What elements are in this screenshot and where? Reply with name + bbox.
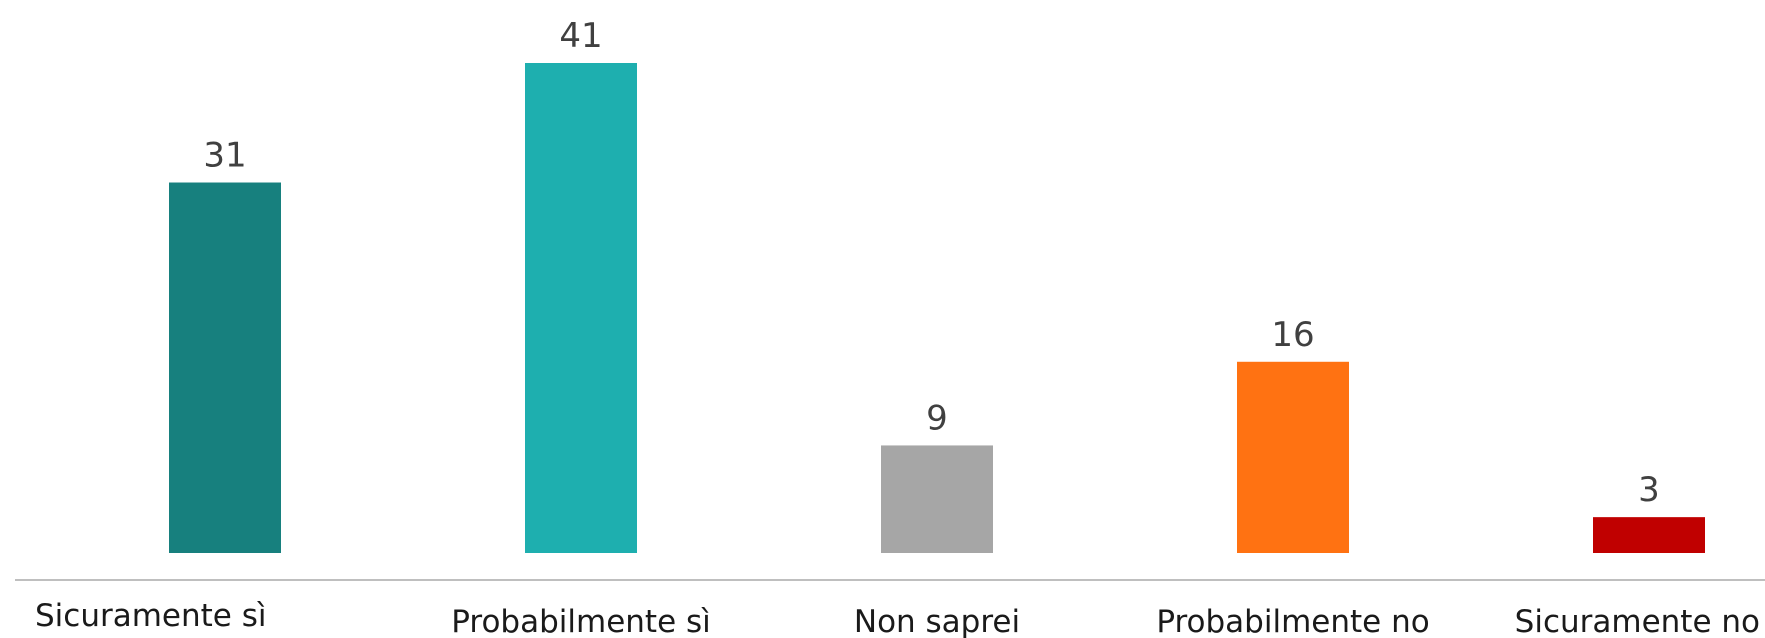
bar [881,445,993,553]
value-label: 31 [203,136,246,176]
value-label: 16 [1271,315,1314,355]
bar [525,63,637,553]
bar [169,182,281,553]
category-label: Sicuramente no [1515,604,1760,638]
category-label: Probabilmente sì [451,604,711,638]
value-label: 41 [559,16,602,56]
bar [1593,517,1705,553]
bar [1237,361,1349,553]
category-labels-group: Sicuramente sì Probabilmente sì Non saprei… [35,598,1760,638]
category-label: Sicuramente sì [35,598,267,634]
category-label: Non saprei [854,604,1020,638]
bars-group [169,63,1705,553]
value-label: 9 [926,398,948,438]
category-label: Probabilmente no [1156,604,1429,638]
value-label: 3 [1638,470,1660,510]
value-labels-group: 31 41 9 16 3 [203,16,1659,510]
